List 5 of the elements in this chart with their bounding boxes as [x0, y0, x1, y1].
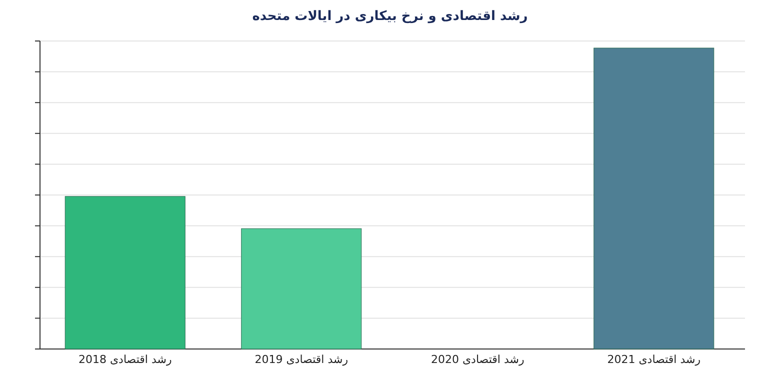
x-tick-label: رشد اقتصادی 2020	[430, 353, 524, 366]
x-tick-label: رشد اقتصادی 2018	[78, 353, 172, 366]
chart-title: رشد اقتصادی و نرخ بیکاری در ایالات متحده	[252, 9, 528, 24]
x-tick-label: رشد اقتصادی 2021	[607, 353, 701, 366]
x-tick-label: رشد اقتصادی 2019	[254, 353, 348, 366]
